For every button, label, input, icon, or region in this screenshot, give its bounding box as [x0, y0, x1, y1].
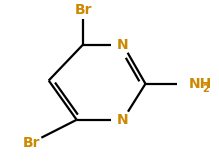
Text: Br: Br — [74, 3, 92, 17]
Text: 2: 2 — [202, 84, 208, 94]
Text: Br: Br — [23, 136, 40, 150]
Text: N: N — [117, 113, 129, 127]
Text: NH: NH — [189, 77, 212, 91]
Text: N: N — [117, 38, 129, 51]
